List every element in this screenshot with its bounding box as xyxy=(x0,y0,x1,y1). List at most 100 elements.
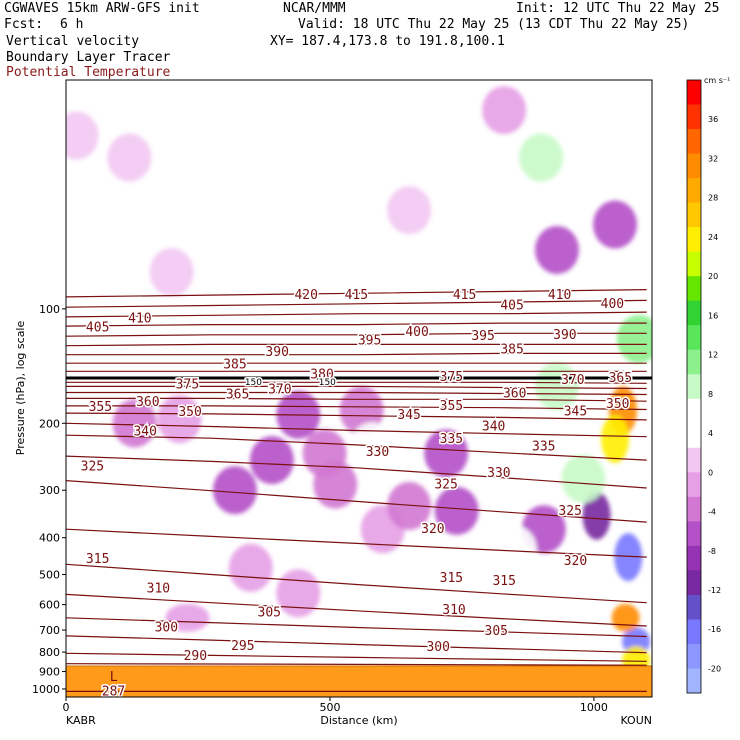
theta-contour-360 xyxy=(66,391,647,396)
theta-contour-350 xyxy=(66,405,647,411)
contour-label: 325 xyxy=(558,504,581,519)
colorbar-segment xyxy=(687,300,701,326)
velocity-cell xyxy=(593,200,638,249)
colorbar-units: cm s⁻¹ xyxy=(704,76,730,85)
colorbar-segment xyxy=(687,202,701,228)
theta-contour-340 xyxy=(66,422,647,438)
velocity-cell xyxy=(387,186,432,235)
init-time: Init: 12 UTC Thu 22 May 25 xyxy=(516,1,720,16)
contour-label: 300 xyxy=(155,621,178,636)
contour-label: 370 xyxy=(561,373,584,388)
contour-label: 295 xyxy=(231,639,254,654)
contour-label: 410 xyxy=(128,311,151,326)
colorbar-segment xyxy=(687,104,701,130)
x-axis-label: Distance (km) xyxy=(320,714,397,727)
colorbar-label: 16 xyxy=(708,311,718,320)
theta-contour-395 xyxy=(66,343,647,347)
velocity-cell xyxy=(249,436,294,485)
colorbar-label: -16 xyxy=(708,625,721,634)
velocity-cell xyxy=(611,603,640,632)
colorbar-label: -8 xyxy=(708,547,716,556)
terrain-fill xyxy=(66,665,652,697)
velocity-cell xyxy=(157,395,202,444)
contour-label: 320 xyxy=(564,554,587,569)
velocity-cell xyxy=(616,314,652,363)
theta-contour-400 xyxy=(66,332,647,337)
forecast-value: 6 h xyxy=(60,17,84,32)
x-tick-label: 1000 xyxy=(580,701,608,714)
contour-label: 325 xyxy=(434,478,457,493)
colorbar: 36 32 28 24 20 16 12 8 4 0 -4 -8 -12 -16 -20 xyxy=(686,79,721,694)
contour-label: 375 xyxy=(440,370,463,385)
theta-contour-415 xyxy=(66,299,647,308)
contour-label: 420 xyxy=(294,288,317,303)
contour-label: 305 xyxy=(485,624,508,639)
colorbar-label: -12 xyxy=(708,586,721,595)
theta-contour-365 xyxy=(66,385,647,390)
contour-label: 310 xyxy=(147,582,170,597)
theta-contour-345 xyxy=(66,412,647,421)
contour-label: 365 xyxy=(609,371,632,386)
colorbar-segment xyxy=(687,570,701,596)
contour-label: 385 xyxy=(223,357,246,372)
colorbar-segment xyxy=(687,153,701,179)
y-tick-label: 900 xyxy=(39,666,60,679)
colorbar-segment xyxy=(687,178,701,204)
field-vertical-velocity: Vertical velocity xyxy=(6,34,140,49)
contour-label: 360 xyxy=(136,395,159,410)
contour-label: 355 xyxy=(440,399,463,414)
velocity-cell xyxy=(482,86,527,135)
contour-label: 315 xyxy=(440,571,463,586)
theta-contour-325 xyxy=(66,480,647,523)
colorbar-segment xyxy=(687,80,701,106)
band-label: 150 xyxy=(319,378,336,388)
theta-contour-355 xyxy=(66,397,647,402)
contour-label: 340 xyxy=(482,420,505,435)
theta-contour-335 xyxy=(66,434,647,461)
contour-label: 335 xyxy=(440,432,463,447)
contour-label: 325 xyxy=(81,460,104,475)
contour-label: 380 xyxy=(310,368,333,383)
theta-contour-330 xyxy=(66,455,647,489)
theta-contour-420 xyxy=(66,289,647,298)
colorbar-segment xyxy=(687,545,701,571)
theta-contour-405 xyxy=(66,322,647,327)
colorbar-label: 24 xyxy=(708,233,718,242)
contour-label: 335 xyxy=(532,439,555,454)
theta-contour-320 xyxy=(66,528,647,558)
velocity-cell xyxy=(601,414,630,463)
center-name: NCAR/MMM xyxy=(283,1,346,16)
theta-contour-300 xyxy=(66,635,647,654)
colorbar-segment xyxy=(687,447,701,473)
contour-label: 415 xyxy=(453,288,476,303)
colorbar-segment xyxy=(687,349,701,375)
contour-label: 365 xyxy=(226,387,249,402)
valid-time: Valid: 18 UTC Thu 22 May 25 (13 CDT Thu … xyxy=(298,17,690,32)
contour-label: 330 xyxy=(366,445,389,460)
colorbar-label: 12 xyxy=(708,351,718,360)
velocity-cell xyxy=(614,533,643,582)
y-tick-label: 400 xyxy=(39,532,60,545)
y-tick-label: 100 xyxy=(39,303,60,316)
velocity-cell xyxy=(212,466,257,515)
cross-section-endpoints: XY= 187.4,173.8 to 191.8,100.1 xyxy=(270,34,505,49)
colorbar-segment xyxy=(687,276,701,302)
contour-label: 350 xyxy=(606,397,629,412)
contour-label: 320 xyxy=(421,522,444,537)
colorbar-segment xyxy=(687,496,701,522)
theta-contour-290 xyxy=(66,663,647,666)
station-right: KOUN xyxy=(620,714,652,727)
velocity-cell xyxy=(165,153,210,202)
theta-contour-390 xyxy=(66,352,647,356)
theta-contour-295 xyxy=(66,652,647,662)
contour-label: 287 xyxy=(102,684,125,699)
colorbar-segment xyxy=(687,129,701,155)
contour-label: 345 xyxy=(564,404,587,419)
velocity-cell xyxy=(228,543,273,592)
velocity-cell xyxy=(534,225,579,274)
plot-frame xyxy=(65,79,653,698)
colorbar-segment xyxy=(687,251,701,277)
contour-label: 405 xyxy=(500,299,523,314)
contour-label: 400 xyxy=(601,297,624,312)
contour-label: 300 xyxy=(426,640,449,655)
